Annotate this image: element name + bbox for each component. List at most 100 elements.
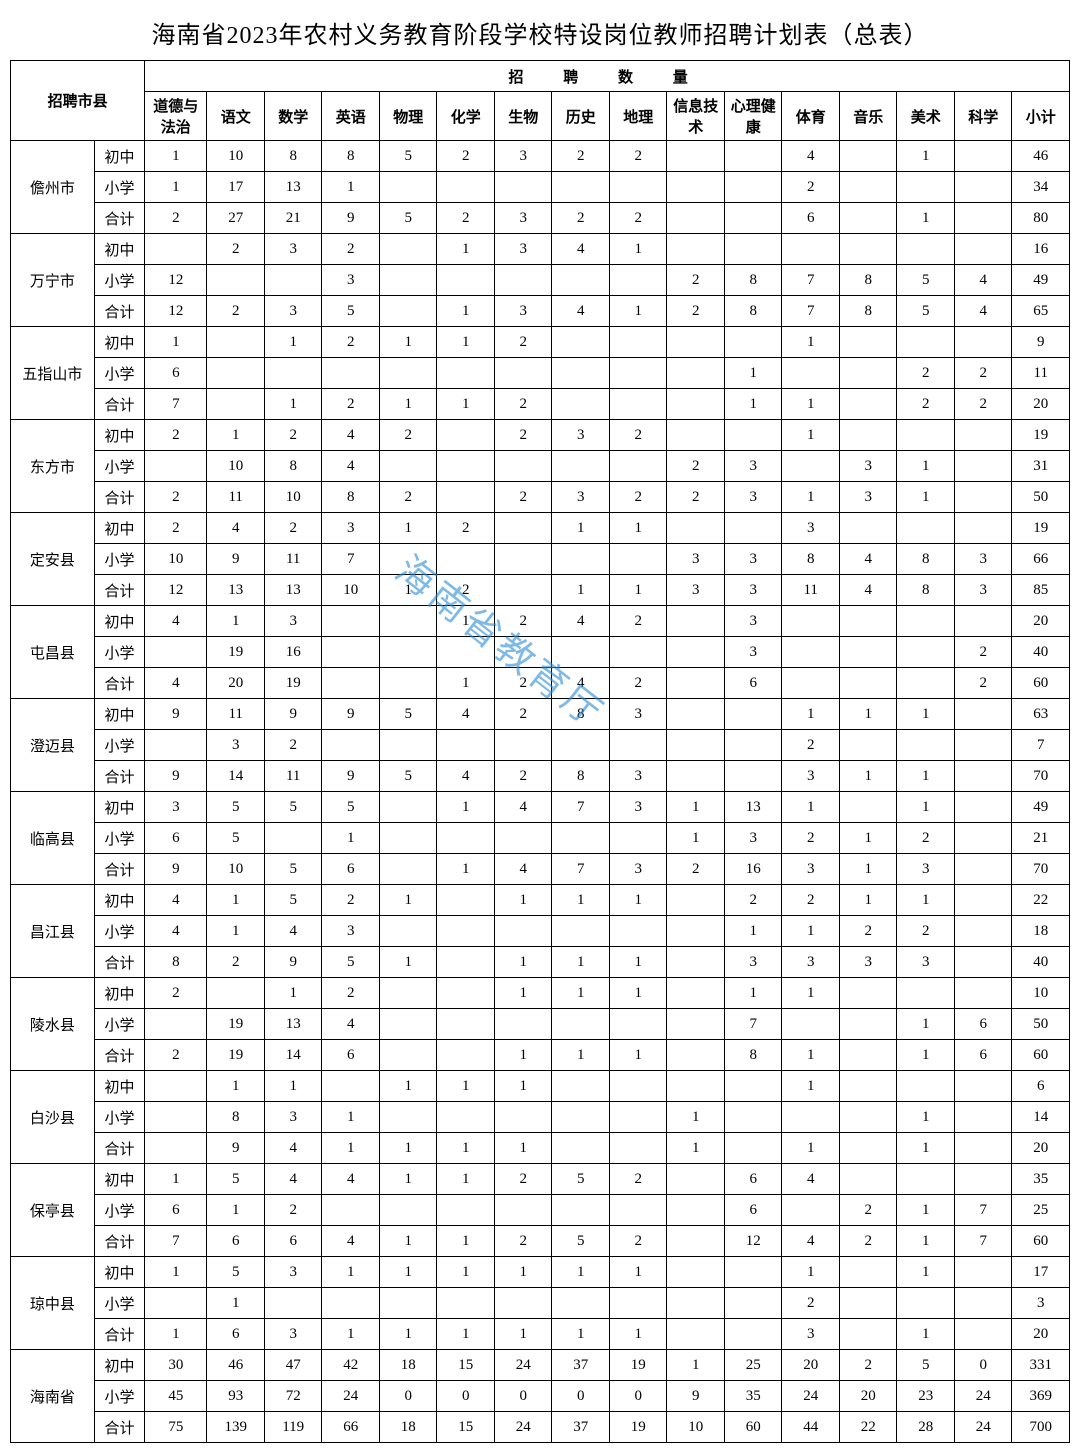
value-cell — [667, 637, 725, 668]
value-cell: 11 — [264, 761, 322, 792]
value-cell — [782, 358, 840, 389]
value-cell: 60 — [1012, 1040, 1070, 1071]
level-cell: 初中 — [94, 1257, 144, 1288]
value-cell — [667, 1288, 725, 1319]
value-cell: 9 — [264, 947, 322, 978]
value-cell: 17 — [207, 172, 265, 203]
city-cell: 东方市 — [11, 420, 95, 513]
value-cell: 1 — [379, 1071, 437, 1102]
value-cell: 9 — [207, 544, 265, 575]
value-cell — [897, 730, 955, 761]
value-cell: 8 — [264, 141, 322, 172]
value-cell: 1 — [437, 296, 495, 327]
value-cell: 2 — [897, 916, 955, 947]
value-cell — [145, 637, 207, 668]
value-cell: 4 — [782, 1164, 840, 1195]
value-cell: 15 — [437, 1350, 495, 1381]
table-row: 东方市初中21242232119 — [11, 420, 1070, 451]
value-cell: 3 — [667, 544, 725, 575]
value-cell: 1 — [437, 668, 495, 699]
value-cell: 6 — [264, 1226, 322, 1257]
value-cell — [667, 885, 725, 916]
value-cell — [954, 1102, 1012, 1133]
value-cell: 70 — [1012, 854, 1070, 885]
value-cell — [782, 606, 840, 637]
value-cell: 3 — [552, 420, 610, 451]
value-cell — [609, 451, 667, 482]
value-cell: 9 — [145, 699, 207, 730]
value-cell: 40 — [1012, 637, 1070, 668]
value-cell — [322, 730, 380, 761]
value-cell: 1 — [494, 885, 552, 916]
header-subject: 数学 — [264, 92, 322, 141]
value-cell — [494, 1288, 552, 1319]
value-cell: 119 — [264, 1412, 322, 1443]
value-cell — [839, 1133, 897, 1164]
level-cell: 小学 — [94, 172, 144, 203]
value-cell: 2 — [437, 141, 495, 172]
value-cell — [494, 172, 552, 203]
value-cell: 2 — [264, 1195, 322, 1226]
value-cell: 66 — [1012, 544, 1070, 575]
value-cell: 1 — [609, 296, 667, 327]
value-cell: 1 — [494, 1071, 552, 1102]
table-row: 小学19163240 — [11, 637, 1070, 668]
value-cell: 0 — [954, 1350, 1012, 1381]
header-subject: 地理 — [609, 92, 667, 141]
value-cell: 1 — [609, 1257, 667, 1288]
level-cell: 合计 — [94, 1319, 144, 1350]
value-cell: 18 — [379, 1412, 437, 1443]
value-cell — [552, 389, 610, 420]
value-cell: 1 — [207, 1195, 265, 1226]
value-cell: 1 — [145, 1164, 207, 1195]
value-cell — [437, 265, 495, 296]
value-cell: 6 — [1012, 1071, 1070, 1102]
value-cell — [782, 451, 840, 482]
value-cell — [609, 327, 667, 358]
value-cell — [494, 916, 552, 947]
value-cell: 24 — [954, 1412, 1012, 1443]
value-cell: 1 — [552, 885, 610, 916]
value-cell: 19 — [264, 668, 322, 699]
value-cell: 1 — [552, 1040, 610, 1071]
level-cell: 合计 — [94, 1133, 144, 1164]
city-cell: 海南省 — [11, 1350, 95, 1443]
value-cell: 21 — [1012, 823, 1070, 854]
value-cell — [609, 1071, 667, 1102]
value-cell: 3 — [494, 234, 552, 265]
value-cell: 4 — [839, 575, 897, 606]
value-cell — [145, 730, 207, 761]
value-cell: 4 — [145, 606, 207, 637]
value-cell: 28 — [897, 1412, 955, 1443]
value-cell: 3 — [724, 947, 782, 978]
value-cell — [724, 1257, 782, 1288]
header-subject: 物理 — [379, 92, 437, 141]
value-cell: 2 — [379, 420, 437, 451]
value-cell: 8 — [322, 141, 380, 172]
value-cell: 4 — [437, 761, 495, 792]
value-cell: 1 — [897, 203, 955, 234]
value-cell: 5 — [207, 792, 265, 823]
value-cell: 1 — [897, 1257, 955, 1288]
value-cell — [552, 1133, 610, 1164]
value-cell: 2 — [207, 296, 265, 327]
value-cell: 12 — [724, 1226, 782, 1257]
level-cell: 小学 — [94, 823, 144, 854]
level-cell: 合计 — [94, 203, 144, 234]
value-cell: 19 — [609, 1350, 667, 1381]
value-cell: 2 — [667, 854, 725, 885]
value-cell: 19 — [1012, 513, 1070, 544]
value-cell: 4 — [552, 668, 610, 699]
value-cell: 2 — [839, 1226, 897, 1257]
value-cell: 4 — [494, 854, 552, 885]
value-cell: 3 — [724, 451, 782, 482]
value-cell: 1 — [897, 1133, 955, 1164]
value-cell: 369 — [1012, 1381, 1070, 1412]
level-cell: 合计 — [94, 1412, 144, 1443]
value-cell: 331 — [1012, 1350, 1070, 1381]
value-cell: 3 — [264, 606, 322, 637]
value-cell: 3 — [724, 823, 782, 854]
header-subject: 道德与法治 — [145, 92, 207, 141]
value-cell: 10 — [322, 575, 380, 606]
header-subject: 化学 — [437, 92, 495, 141]
